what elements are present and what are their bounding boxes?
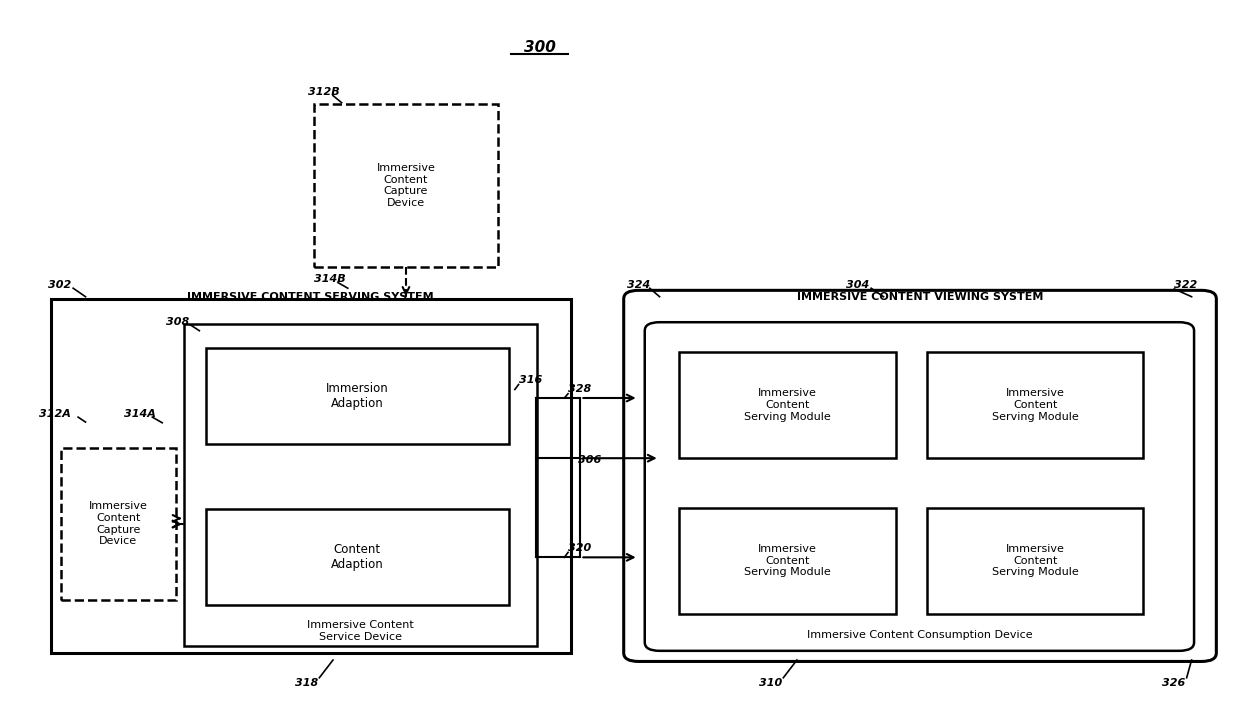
- Bar: [206, 509, 508, 605]
- Text: 322: 322: [1174, 279, 1198, 289]
- Bar: [926, 508, 1143, 614]
- Text: 310: 310: [759, 678, 781, 688]
- Text: 328: 328: [568, 385, 591, 395]
- Text: 324: 324: [627, 279, 651, 289]
- Text: 300: 300: [523, 40, 556, 55]
- FancyBboxPatch shape: [645, 322, 1194, 651]
- Text: 318: 318: [295, 678, 317, 688]
- Text: 314A: 314A: [124, 409, 156, 419]
- Text: Content
Adaption: Content Adaption: [331, 543, 383, 571]
- Bar: [185, 324, 537, 646]
- Bar: [926, 352, 1143, 458]
- Bar: [315, 104, 497, 267]
- Text: 308: 308: [166, 316, 190, 326]
- Text: Immersion
Adaption: Immersion Adaption: [326, 383, 388, 410]
- Text: Immersive
Content
Capture
Device: Immersive Content Capture Device: [89, 501, 148, 546]
- Text: 326: 326: [1162, 678, 1185, 688]
- Text: 314B: 314B: [315, 274, 346, 284]
- Text: Immersive
Content
Capture
Device: Immersive Content Capture Device: [377, 163, 435, 208]
- Bar: [61, 447, 176, 600]
- Bar: [206, 348, 508, 444]
- Text: 312B: 312B: [309, 87, 340, 97]
- Text: IMMERSIVE CONTENT SERVING SYSTEM: IMMERSIVE CONTENT SERVING SYSTEM: [187, 292, 434, 302]
- Text: Immersive Content
Service Device: Immersive Content Service Device: [306, 620, 414, 641]
- Text: 316: 316: [518, 375, 542, 385]
- Bar: [680, 352, 897, 458]
- Text: IMMERSIVE CONTENT VIEWING SYSTEM: IMMERSIVE CONTENT VIEWING SYSTEM: [797, 292, 1043, 302]
- Bar: [680, 508, 897, 614]
- FancyBboxPatch shape: [624, 290, 1216, 661]
- Text: 312A: 312A: [38, 409, 71, 419]
- Text: 306: 306: [578, 455, 601, 465]
- Bar: [51, 299, 570, 653]
- Text: Immersive
Content
Serving Module: Immersive Content Serving Module: [992, 388, 1079, 422]
- Text: 304: 304: [847, 279, 869, 289]
- Text: Immersive
Content
Serving Module: Immersive Content Serving Module: [992, 545, 1079, 577]
- Text: 320: 320: [568, 543, 591, 553]
- Text: Immersive
Content
Serving Module: Immersive Content Serving Module: [744, 545, 831, 577]
- Text: 302: 302: [48, 279, 72, 289]
- Text: Immersive Content Consumption Device: Immersive Content Consumption Device: [806, 630, 1032, 640]
- Text: Immersive
Content
Serving Module: Immersive Content Serving Module: [744, 388, 831, 422]
